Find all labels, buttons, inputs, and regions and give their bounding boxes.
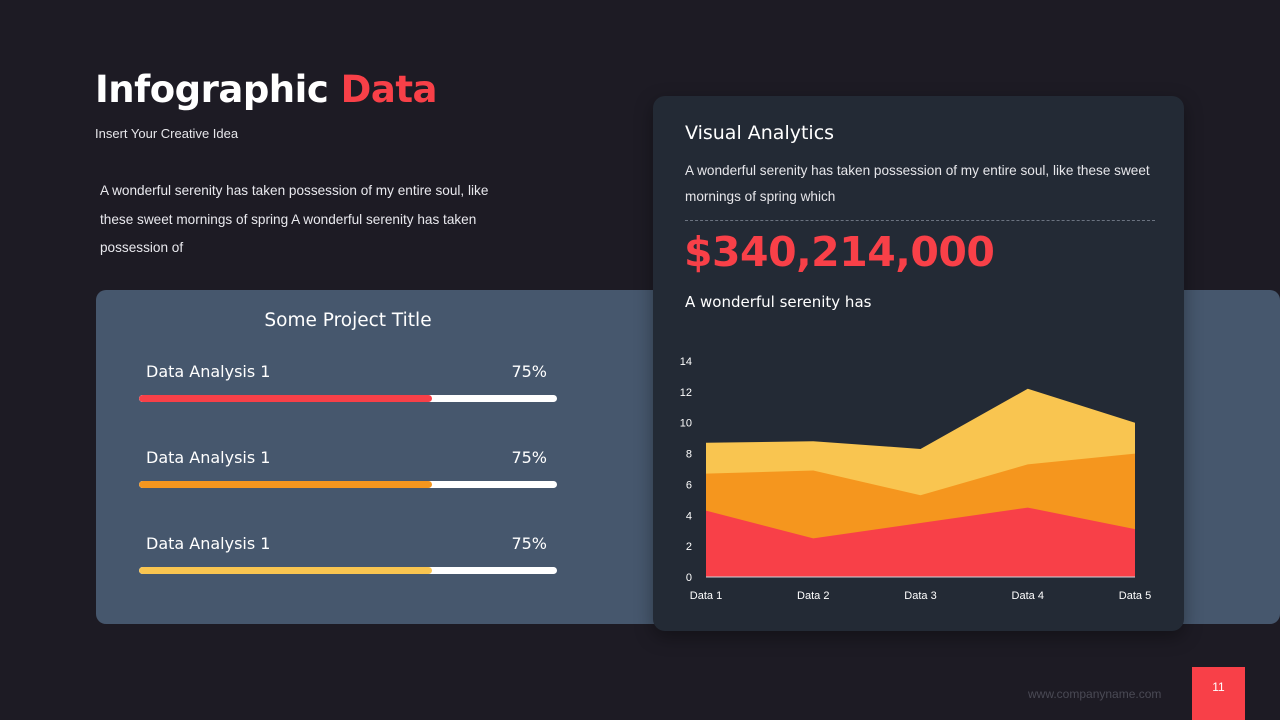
big-number: $340,214,000 [684, 228, 995, 276]
x-tick-label: Data 4 [1012, 590, 1044, 602]
y-tick-label: 10 [680, 418, 692, 430]
y-tick-label: 6 [686, 479, 692, 491]
analytics-card: Visual Analytics A wonderful serenity ha… [653, 96, 1184, 631]
y-tick-label: 0 [686, 572, 692, 584]
page-number-badge: 11 [1192, 667, 1245, 720]
progress-item-3: Data Analysis 1 75% [139, 534, 557, 574]
title-main: Infographic [95, 68, 329, 111]
x-tick-label: Data 2 [797, 590, 829, 602]
area-chart: 0 2 4 6 8 10 12 14 Data 1 Data 2 Data 3 Data 4 Data … [680, 356, 1151, 602]
card-divider [685, 220, 1155, 221]
progress-label: Data Analysis 1 [146, 362, 271, 381]
progress-value: 75% [511, 448, 547, 467]
progress-value: 75% [511, 362, 547, 381]
card-title: Visual Analytics [685, 122, 835, 144]
progress-label: Data Analysis 1 [146, 534, 271, 553]
area-series-1 [706, 507, 1135, 577]
card-description: A wonderful serenity has taken possessio… [685, 163, 1150, 204]
x-tick-label: Data 5 [1119, 590, 1151, 602]
x-tick-label: Data 3 [904, 590, 936, 602]
progress-item-2: Data Analysis 1 75% [139, 448, 557, 488]
x-tick-label: Data 1 [690, 590, 722, 602]
progress-track [139, 481, 557, 488]
y-tick-label: 4 [686, 510, 692, 522]
progress-fill [139, 567, 432, 574]
slide-title: Infographic Data [95, 68, 438, 111]
progress-track [139, 567, 557, 574]
y-tick-label: 2 [686, 541, 692, 553]
progress-track [139, 395, 557, 402]
y-tick-label: 8 [686, 449, 692, 461]
progress-label: Data Analysis 1 [146, 448, 271, 467]
title-accent: Data [340, 68, 438, 111]
slide-subtitle: Insert Your Creative Idea [95, 126, 239, 141]
y-tick-label: 14 [680, 356, 692, 368]
progress-fill [139, 481, 432, 488]
project-title: Some Project Title [264, 310, 432, 331]
progress-item-1: Data Analysis 1 75% [139, 362, 557, 402]
card-caption: A wonderful serenity has [685, 293, 872, 311]
progress-fill [139, 395, 432, 402]
progress-value: 75% [511, 534, 547, 553]
intro-paragraph: A wonderful serenity has taken possessio… [100, 183, 489, 255]
footer-url[interactable]: www.companyname.com [1028, 687, 1162, 701]
y-tick-label: 12 [680, 387, 692, 399]
